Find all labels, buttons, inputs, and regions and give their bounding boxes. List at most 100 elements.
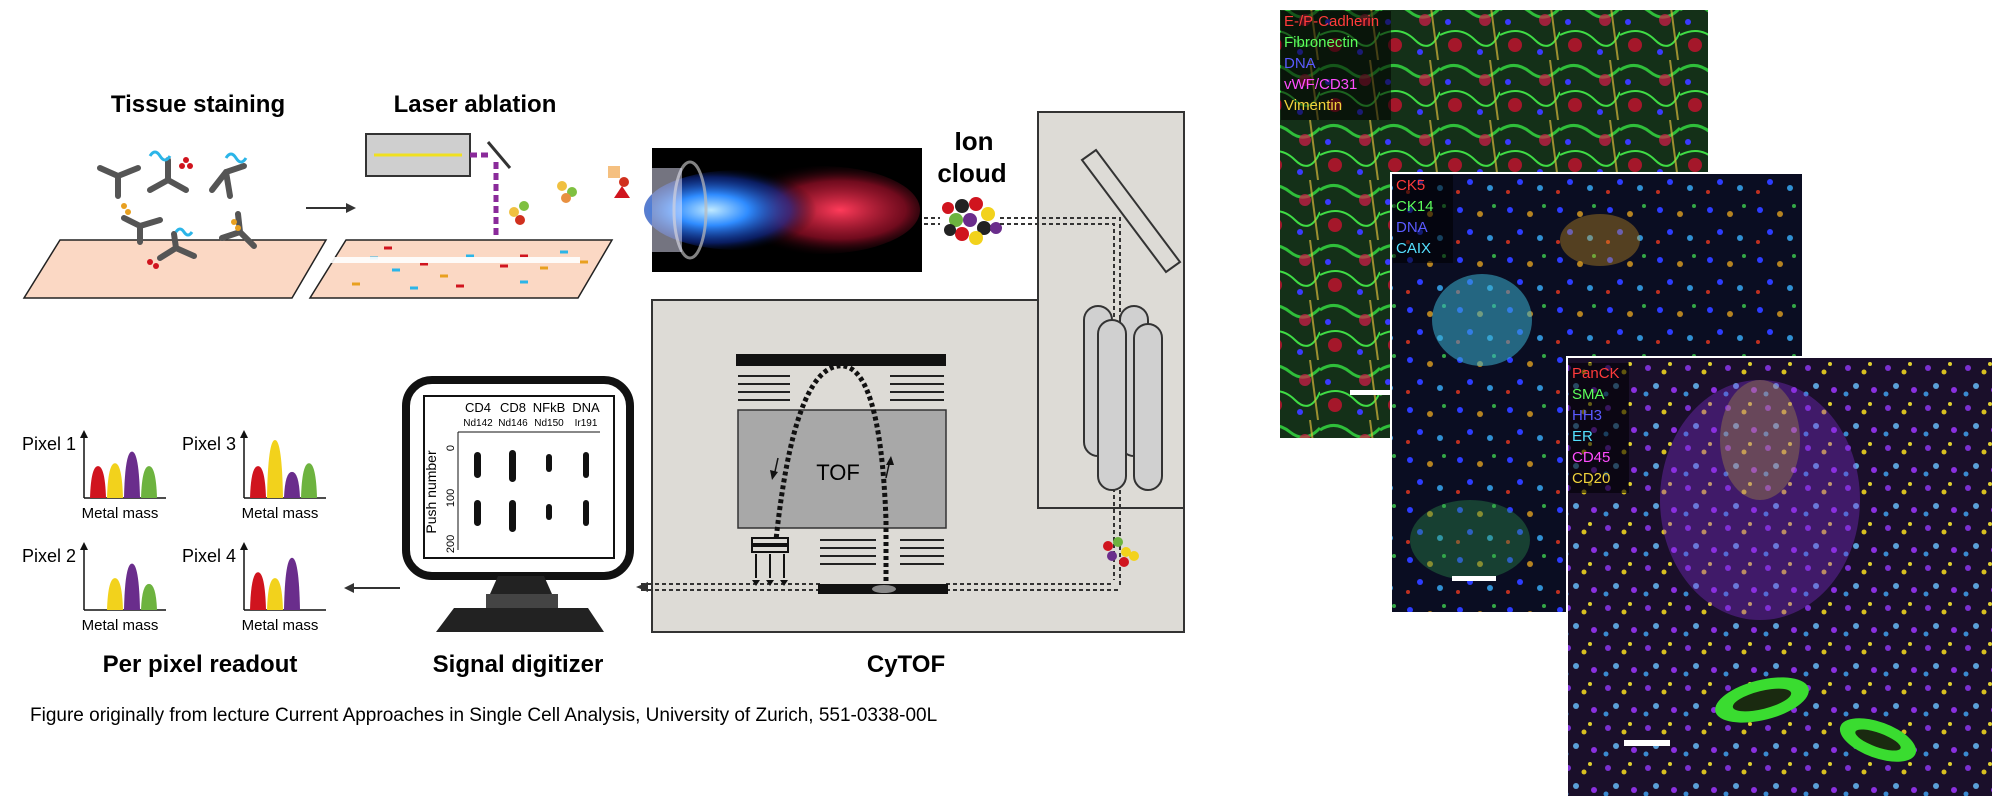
legend-label: PanCK [1572, 365, 1620, 382]
panel-1-legend: E-/P-Cadherin Fibronectin DNA vWF/CD31 Vimen… [1281, 11, 1391, 120]
axis-arrow-icon [80, 430, 88, 438]
signal-digitizer-title: Signal digitizer [433, 651, 604, 678]
metal-mass-label: Metal mass [242, 505, 319, 522]
axis-arrow-icon [80, 542, 88, 550]
spectrum-peak [267, 578, 283, 610]
channel-label: NFkB [533, 400, 566, 415]
arrow-left-icon [344, 583, 400, 593]
legend-label: CD45 [1572, 449, 1610, 466]
pixel-label: Pixel 1 [22, 434, 76, 454]
spectrum-peak [284, 471, 300, 498]
spectrum-peak [90, 466, 106, 498]
ablated-slide [308, 239, 614, 299]
channel-label: DNA [572, 400, 600, 415]
axis-arrow-icon [240, 430, 248, 438]
legend-label: CD20 [1572, 470, 1610, 487]
legend-backdrop [1281, 11, 1391, 120]
spectrum-peak [284, 557, 300, 610]
digitizer-channel-headers: CD4 CD8 NFkB DNA Nd142 Nd146 Nd150 Ir191 [463, 400, 600, 429]
legend-backdrop [1393, 175, 1453, 263]
tof-chamber [737, 409, 947, 529]
legend-label: vWF/CD31 [1284, 76, 1357, 93]
spectrum-peak [107, 463, 123, 498]
pixel-label: Pixel 2 [22, 546, 76, 566]
axis-arrow-icon [240, 542, 248, 550]
y-tick-label: 100 [445, 489, 457, 507]
deflector-plate [1080, 148, 1182, 274]
ion-cloud-icon [942, 197, 1002, 245]
arrow-right-icon [306, 203, 356, 213]
antibody-tags [121, 150, 248, 269]
pixel-label: Pixel 4 [182, 546, 236, 566]
legend-label: DNA [1284, 55, 1316, 72]
metal-mass-label: Metal mass [242, 617, 319, 634]
tissue-slide [22, 239, 328, 299]
isotope-label: Nd142 [463, 418, 493, 429]
quadrupole-rods [1083, 305, 1163, 491]
legend-label: E-/P-Cadherin [1284, 13, 1379, 30]
tissue-staining-stage: Tissue staining [22, 91, 356, 299]
legend-label: ER [1572, 428, 1593, 445]
metal-mass-label: Metal mass [82, 617, 159, 634]
legend-label: CK14 [1396, 198, 1434, 215]
tissue-staining-title: Tissue staining [111, 91, 285, 118]
isotope-label: Nd146 [498, 418, 528, 429]
monitor-stand [436, 608, 604, 632]
spectrum-peak [141, 466, 157, 498]
spectrum-peak [301, 463, 317, 498]
isotope-label: Ir191 [575, 418, 598, 429]
y-tick-label: 200 [445, 535, 457, 553]
imc-image-panels [1280, 10, 1992, 798]
panel-legends: E-/P-Cadherin Fibronectin DNA vWF/CD31 Vimen… [1281, 11, 1629, 493]
legend-label: CAIX [1396, 240, 1431, 257]
plasma-torch [644, 148, 922, 272]
ablated-particles [509, 166, 630, 225]
laser-ablation-title: Laser ablation [394, 91, 557, 118]
spectrum-peak [250, 572, 266, 610]
spectrum-peak [107, 578, 123, 610]
metal-mass-label: Metal mass [82, 505, 159, 522]
legend-label: Fibronectin [1284, 34, 1358, 51]
detector-icon [751, 537, 789, 578]
legend-backdrop [1569, 363, 1629, 493]
spectrum-peak [124, 563, 140, 610]
digitizer-signal-bars [474, 450, 589, 532]
legend-label: HH3 [1572, 407, 1602, 424]
figure-caption: Figure originally from lecture Current A… [30, 705, 937, 726]
legend-label: Vimentin [1284, 97, 1342, 114]
legend-label: SMA [1572, 386, 1605, 403]
pixel-spectrum: Pixel 3 Metal mass [182, 430, 326, 522]
spectrum-peak [250, 466, 266, 498]
pixel-label: Pixel 3 [182, 434, 236, 454]
arrow-left-icon [636, 582, 648, 592]
channel-label: CD4 [465, 400, 491, 415]
tof-flight-path [773, 363, 889, 588]
pixel-spectrum: Pixel 1 Metal mass [22, 430, 166, 522]
spectrum-peak [141, 583, 157, 610]
signal-digitizer-stage: CD4 CD8 NFkB DNA Nd142 Nd146 Nd150 Ir191… [344, 376, 634, 678]
pixel-spectrum: Pixel 4 Metal mass [182, 542, 326, 634]
per-pixel-readout-title: Per pixel readout [103, 651, 298, 678]
laser-ablation-stage: Laser ablation [308, 91, 630, 299]
legend-label: DNA [1396, 219, 1428, 236]
channel-label: CD8 [500, 400, 526, 415]
cytof-title: CyTOF [867, 651, 945, 678]
tof-label: TOF [816, 460, 860, 485]
ion-cluster-icon [1103, 537, 1139, 567]
pixel-spectrum: Pixel 2 Metal mass [22, 542, 166, 634]
isotope-label: Nd150 [534, 418, 564, 429]
tof-plates [738, 375, 944, 565]
push-number-axis-label: Push number [423, 450, 439, 534]
panel-2-legend: CK5 CK14 DNA CAIX [1393, 175, 1453, 263]
legend-label: CK5 [1396, 177, 1425, 194]
y-tick-label: 0 [445, 445, 457, 451]
ion-cloud-title-line2: cloud [937, 158, 1006, 188]
mirror-icon [486, 141, 512, 169]
ion-cloud-title-line1: Ion [955, 126, 994, 156]
imc-panel-3 [1566, 356, 1992, 798]
spectrum-peak [124, 451, 140, 498]
panel-3-legend: PanCK SMA HH3 ER CD45 CD20 [1569, 363, 1629, 493]
cytof-instrument: Ion cloud [636, 111, 1185, 678]
